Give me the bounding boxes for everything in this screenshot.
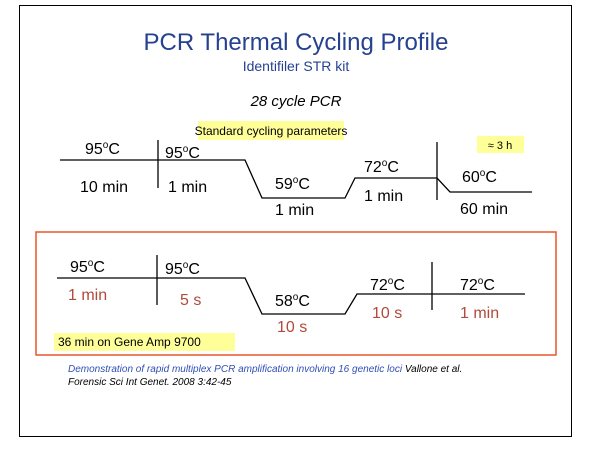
temp-value: 95	[70, 259, 88, 276]
citation-title: Demonstration of rapid multiplex PCR amp…	[68, 364, 403, 375]
profile-line	[57, 277, 525, 315]
citation-authors: Vallone et al.	[402, 364, 462, 375]
fast-note: 36 min on Gene Amp 9700	[58, 335, 201, 349]
unit: C	[485, 169, 497, 186]
temperature: 72oC	[364, 158, 399, 176]
degree: o	[183, 144, 189, 155]
temperature: 58oC	[275, 292, 310, 310]
degree: o	[103, 140, 109, 151]
unit: C	[298, 176, 310, 193]
citation: Demonstration of rapid multiplex PCR amp…	[68, 364, 462, 375]
standard-profile	[60, 140, 532, 200]
temperature: 60oC	[462, 168, 497, 186]
temperature: 72oC	[460, 276, 495, 294]
temp-value: 60	[462, 169, 480, 186]
unit: C	[483, 277, 495, 294]
highlight	[54, 333, 235, 351]
time: 60 min	[460, 201, 508, 218]
degree: o	[293, 292, 299, 303]
time: 10 min	[80, 179, 128, 196]
title: PCR Thermal Cycling Profile	[144, 29, 449, 56]
degree: o	[478, 276, 484, 287]
degree: o	[388, 276, 394, 287]
profile-line	[60, 159, 532, 199]
highlight	[198, 121, 344, 140]
temp-value: 72	[364, 159, 382, 176]
temperature: 95oC	[70, 258, 105, 276]
temp-value: 95	[165, 145, 183, 162]
time: 1 min	[168, 179, 207, 196]
standard-label: Standard cycling parameters	[195, 124, 348, 138]
temp-value: 58	[275, 293, 293, 310]
time: 1 min	[364, 188, 403, 205]
cycles: 28 cycle PCR	[250, 93, 342, 110]
temperature: 59oC	[275, 175, 310, 193]
time: 1 min	[68, 287, 107, 304]
unit: C	[188, 261, 200, 278]
temp-value: 95	[165, 261, 183, 278]
time: 10 s	[372, 305, 402, 322]
temperature: 95oC	[165, 260, 200, 278]
subtitle: Identifiler STR kit	[243, 58, 350, 74]
temp-value: 59	[275, 176, 293, 193]
fast-box	[35, 231, 557, 356]
duration: ≈ 3 h	[488, 140, 512, 152]
unit: C	[393, 277, 405, 294]
citation-journal: Forensic Sci Int Genet. 2008 3:42-45	[68, 377, 232, 388]
temp-value: 72	[370, 277, 388, 294]
temp-value: 72	[460, 277, 478, 294]
temperature: 72oC	[370, 276, 405, 294]
fast-profile	[57, 255, 525, 315]
highlight	[477, 136, 524, 153]
degree: o	[88, 258, 94, 269]
time: 5 s	[180, 292, 201, 309]
unit: C	[108, 141, 120, 158]
time: 1 min	[460, 305, 499, 322]
degree: o	[382, 158, 388, 169]
unit: C	[387, 159, 399, 176]
unit: C	[298, 293, 310, 310]
slide-border	[19, 5, 572, 437]
time: 10 s	[277, 319, 307, 336]
unit: C	[188, 145, 200, 162]
temperature: 95oC	[165, 144, 200, 162]
temperature: 95oC	[85, 140, 120, 158]
degree: o	[183, 260, 189, 271]
degree: o	[293, 175, 299, 186]
temp-value: 95	[85, 141, 103, 158]
degree: o	[480, 168, 486, 179]
time: 1 min	[275, 202, 314, 219]
unit: C	[93, 259, 105, 276]
